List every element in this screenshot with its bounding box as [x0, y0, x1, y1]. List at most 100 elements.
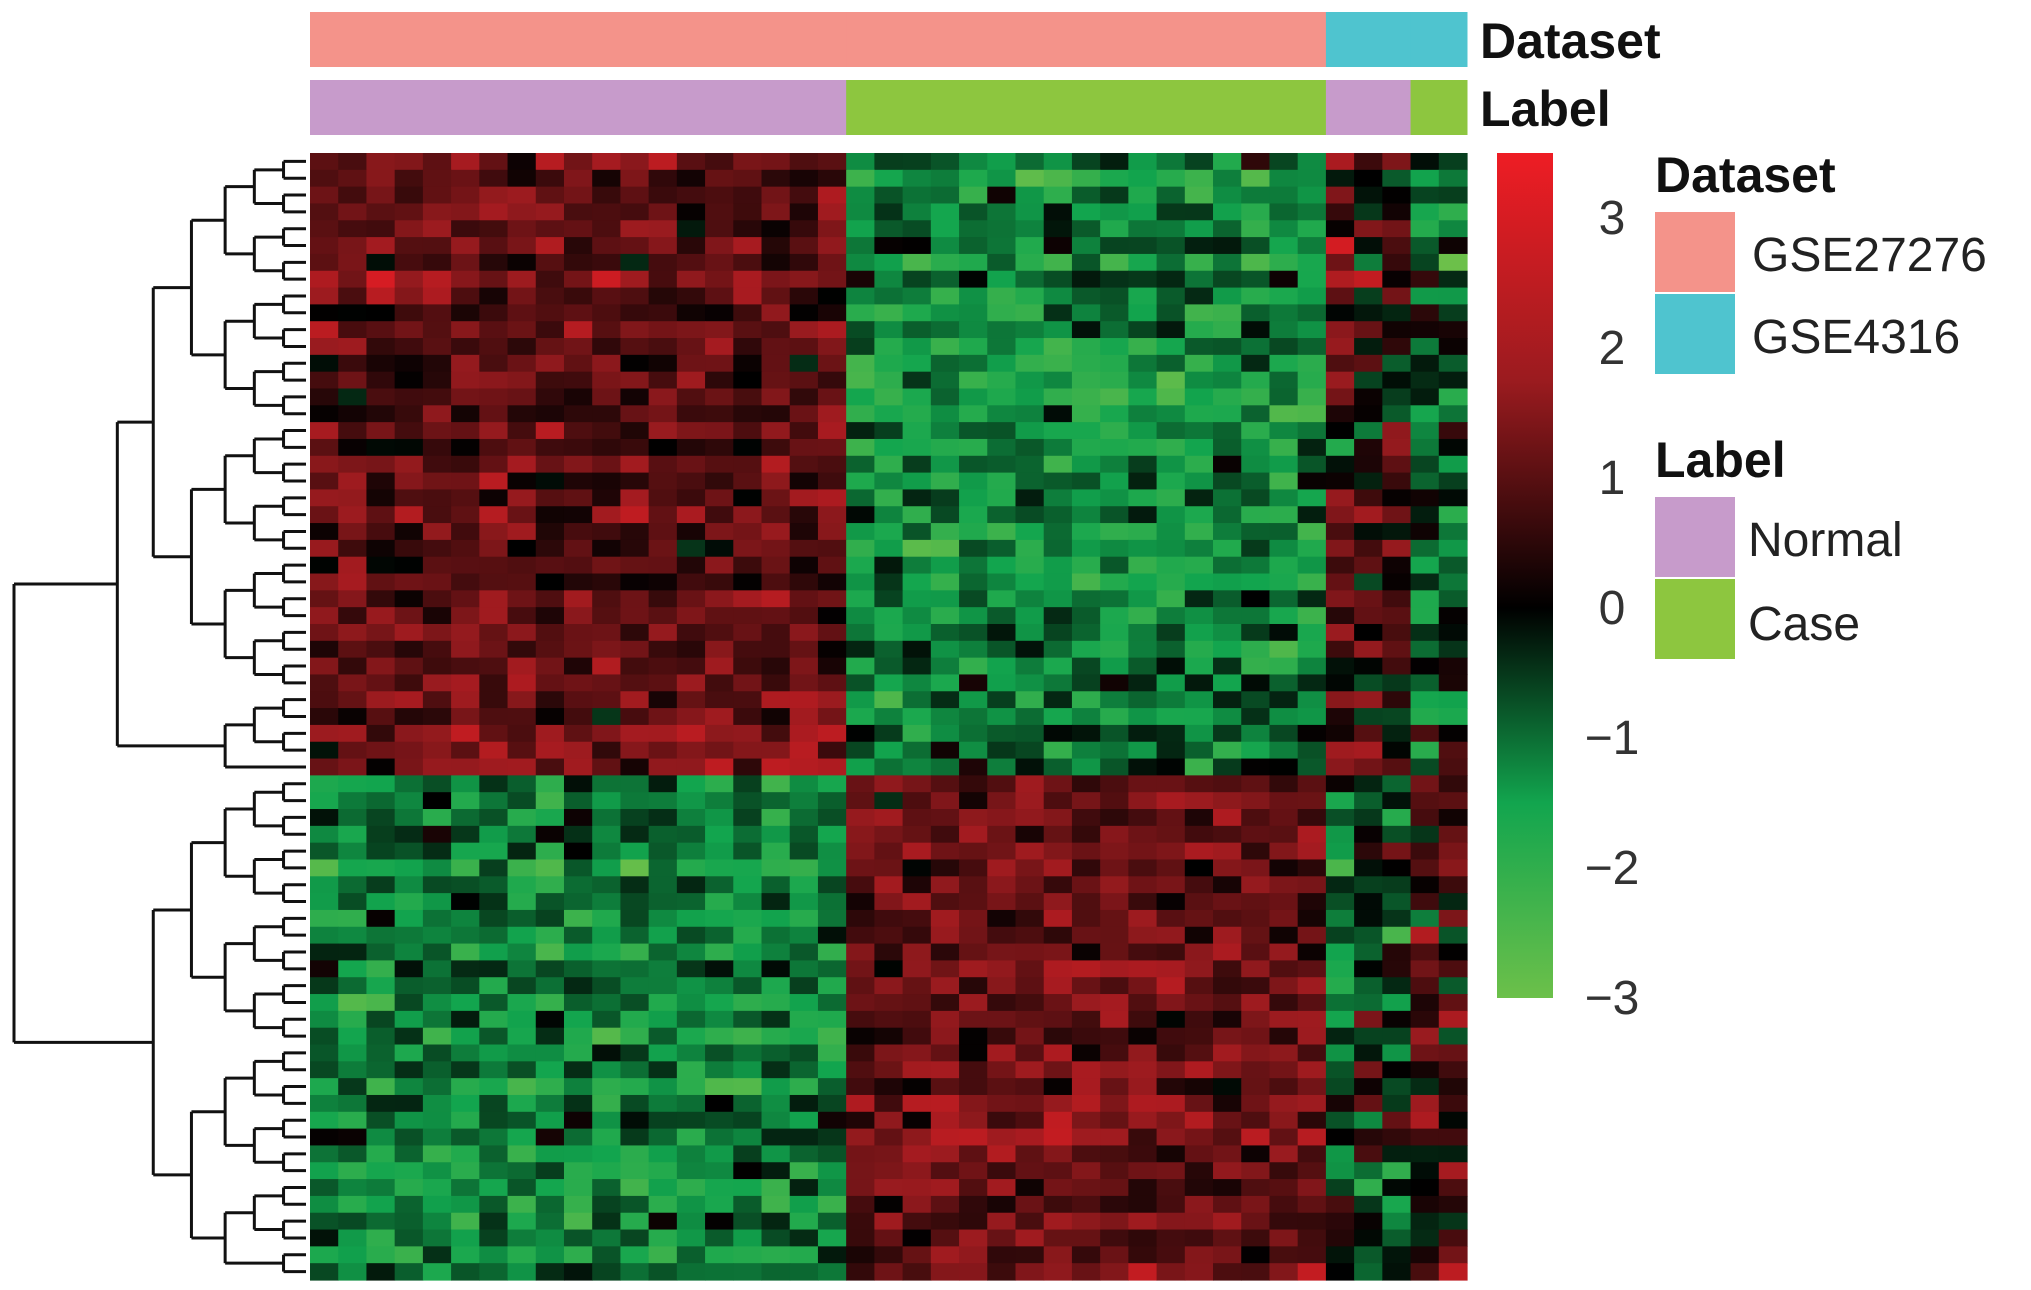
- heatmap-cell: [366, 1212, 396, 1231]
- heatmap-cell: [705, 1162, 734, 1180]
- heatmap-cell: [1410, 691, 1440, 709]
- heatmap-cell: [1071, 1078, 1101, 1096]
- heatmap-cell: [1297, 237, 1327, 255]
- heatmap-cell: [846, 657, 875, 676]
- heatmap-cell: [959, 203, 988, 221]
- heatmap-cell: [1354, 287, 1383, 305]
- heatmap-cell: [422, 1162, 452, 1180]
- heatmap-cell: [1325, 623, 1355, 642]
- heatmap-cell: [451, 321, 480, 339]
- heatmap-cell: [930, 792, 960, 810]
- heatmap-cell: [338, 405, 368, 423]
- heatmap-cell: [535, 775, 565, 793]
- heatmap-cell: [535, 926, 565, 945]
- heatmap-cell: [1100, 994, 1129, 1012]
- heatmap-cell: [1071, 237, 1101, 255]
- heatmap-cell: [902, 674, 932, 692]
- heatmap-cell: [1241, 1179, 1271, 1197]
- heatmap-cell: [1438, 859, 1468, 877]
- heatmap-cell: [1015, 741, 1045, 760]
- heatmap-cell: [1100, 388, 1129, 406]
- heatmap-cell: [1100, 792, 1129, 810]
- heatmap-cell: [1241, 893, 1271, 911]
- heatmap-cell: [620, 960, 650, 978]
- heatmap-cell: [422, 388, 452, 406]
- heatmap-cell: [451, 1027, 480, 1046]
- heatmap-cell: [563, 472, 593, 491]
- heatmap-cell: [1297, 809, 1327, 827]
- heatmap-cell: [535, 1179, 565, 1197]
- heatmap-cell: [705, 388, 734, 406]
- heatmap-cell: [987, 237, 1017, 255]
- heatmap-cell: [1325, 304, 1355, 322]
- heatmap-cell: [902, 270, 932, 289]
- heatmap-cell: [535, 1263, 565, 1281]
- heatmap-cell: [874, 623, 904, 642]
- heatmap-cell: [1241, 691, 1271, 709]
- heatmap-cell: [1354, 153, 1383, 171]
- heatmap-cell: [676, 859, 706, 877]
- heatmap-cell: [1100, 1212, 1129, 1231]
- heatmap-cell: [507, 876, 537, 894]
- heatmap-cell: [338, 422, 368, 440]
- heatmap-cell: [1241, 321, 1271, 339]
- heatmap-cell: [1100, 1010, 1129, 1029]
- heatmap-cell: [1043, 1010, 1073, 1029]
- heatmap-cell: [1015, 1027, 1045, 1046]
- heatmap-cell: [789, 1195, 819, 1214]
- heatmap-cell: [1241, 960, 1271, 978]
- heatmap-cell: [987, 1162, 1017, 1180]
- heatmap-cell: [1269, 741, 1299, 760]
- heatmap-cell: [930, 237, 960, 255]
- heatmap-cell: [959, 1027, 988, 1046]
- heatmap-cell: [479, 691, 509, 709]
- heatmap-cell: [507, 573, 537, 591]
- heatmap-cell: [1015, 590, 1045, 608]
- heatmap-cell: [846, 321, 875, 339]
- heatmap-cell: [846, 472, 875, 491]
- heatmap-cell: [479, 1195, 509, 1214]
- heatmap-cell: [1213, 455, 1242, 474]
- heatmap-cell: [479, 455, 509, 474]
- heatmap-cell: [1241, 1128, 1271, 1147]
- heatmap-cell: [1100, 405, 1129, 423]
- heatmap-cell: [1071, 153, 1101, 171]
- heatmap-cell: [1043, 556, 1073, 575]
- heatmap-cell: [1325, 590, 1355, 608]
- heatmap-cell: [789, 237, 819, 255]
- heatmap-cell: [902, 186, 932, 205]
- heatmap-cell: [1269, 523, 1299, 541]
- heatmap-cell: [451, 758, 480, 776]
- heatmap-cell: [1438, 741, 1468, 760]
- heatmap-cell: [902, 472, 932, 491]
- heatmap-cell: [1241, 186, 1271, 205]
- heatmap-cell: [479, 1078, 509, 1096]
- heatmap-cell: [1269, 792, 1299, 810]
- heatmap-cell: [733, 825, 763, 844]
- heatmap-cell: [507, 926, 537, 945]
- heatmap-cell: [930, 1212, 960, 1231]
- heatmap-cell: [902, 657, 932, 676]
- heatmap-cell: [620, 825, 650, 844]
- dataset-annotation-label: Dataset: [1480, 13, 1661, 69]
- heatmap-cell: [310, 1212, 339, 1231]
- heatmap-cell: [451, 1145, 480, 1163]
- heatmap-cell: [930, 960, 960, 978]
- heatmap-cell: [1071, 573, 1101, 591]
- heatmap-cell: [846, 741, 875, 760]
- heatmap-cell: [620, 758, 650, 776]
- heatmap-cell: [789, 338, 819, 356]
- heatmap-cell: [507, 623, 537, 642]
- heatmap-cell: [1297, 438, 1327, 457]
- heatmap-cell: [1325, 1044, 1355, 1062]
- heatmap-cell: [846, 203, 875, 221]
- heatmap-cell: [817, 388, 847, 406]
- heatmap-cell: [422, 859, 452, 877]
- heatmap-cell: [987, 708, 1017, 726]
- heatmap-cell: [761, 1078, 791, 1096]
- heatmap-cell: [451, 220, 480, 238]
- heatmap-cell: [1410, 1061, 1440, 1079]
- heatmap-cell: [733, 1010, 763, 1029]
- heatmap-cell: [1354, 674, 1383, 692]
- heatmap-cell: [987, 405, 1017, 423]
